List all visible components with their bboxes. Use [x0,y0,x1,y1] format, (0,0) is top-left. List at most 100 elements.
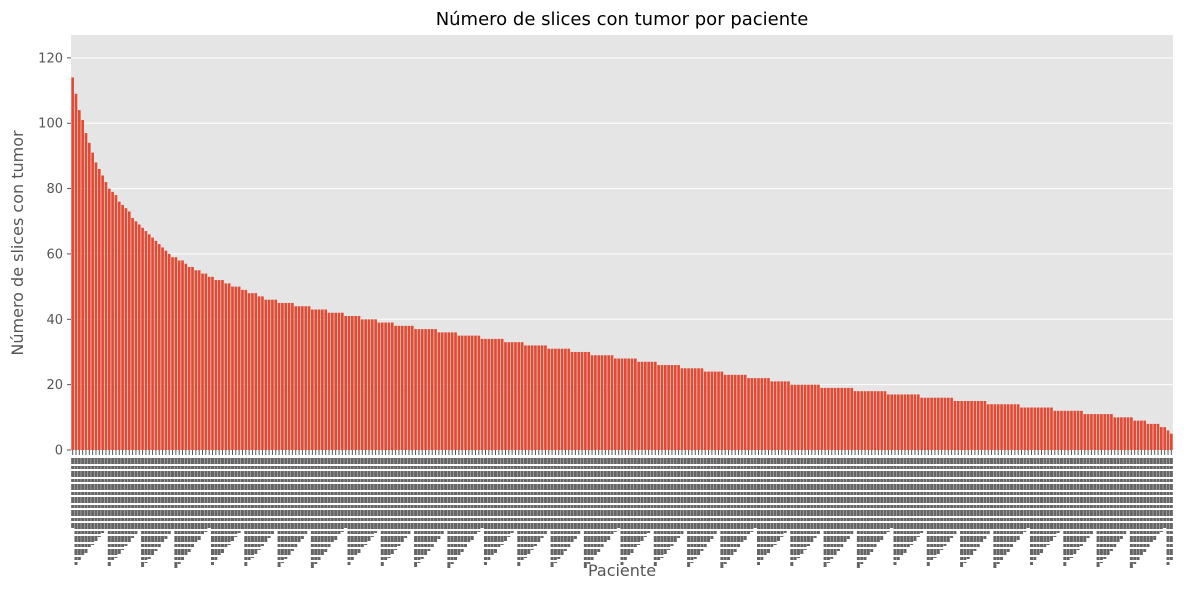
bar [693,368,697,450]
bar [407,325,411,450]
bar [387,322,391,450]
bar [860,391,864,450]
bar [900,394,903,450]
bar [1110,414,1113,450]
bar [1063,410,1067,450]
bar [1130,417,1133,450]
bar [224,283,228,450]
bar [730,374,734,450]
bar [1146,423,1150,450]
bar [437,332,441,450]
bar [444,332,447,450]
bar [257,296,261,450]
bar [807,384,810,450]
bar [297,306,301,450]
bar [364,319,367,450]
bar [827,387,830,450]
bar [557,348,561,450]
y-tick-label: 120 [38,51,63,66]
bar [753,378,757,450]
bar [1153,423,1157,450]
bar [584,351,587,450]
bar [374,319,377,450]
bar [750,378,754,450]
bar [960,400,963,450]
bar [194,270,198,450]
bar [430,329,434,450]
bar [1136,420,1140,450]
bar [74,93,78,450]
bar [1023,407,1027,450]
bar [321,309,324,450]
bar [237,286,241,450]
bar [873,391,877,450]
bar [414,329,417,450]
bar [510,342,514,450]
bar [703,371,707,450]
bar [1156,423,1160,450]
bar [717,371,720,450]
bar [347,316,351,450]
bar [767,378,770,450]
bar [544,345,547,450]
bar [930,397,933,450]
bar [341,312,344,450]
bar [607,355,611,450]
bar [633,358,637,450]
bar [687,368,690,450]
bar [1053,410,1057,450]
bar [504,342,507,450]
bar [1116,417,1120,450]
bar [1123,417,1127,450]
bar [1080,410,1083,450]
bar [397,325,401,450]
bar [184,263,188,450]
bar [843,387,847,450]
bar [614,358,617,450]
bar [877,391,880,450]
bar [890,394,893,450]
x-tick-labels-overlapping [71,458,1173,568]
bar [760,378,764,450]
bar [564,348,567,450]
bar [107,188,111,450]
bar [983,400,987,450]
bar [857,391,860,450]
bar [244,289,248,450]
bar [211,276,214,450]
bar [427,329,431,450]
bar [520,342,524,450]
bar [127,211,131,450]
bar [680,368,684,450]
bar [710,371,714,450]
x-axis-label: Paciente [588,561,656,580]
bar [264,299,268,450]
bar [277,302,281,450]
bar [567,348,571,450]
bar [1160,427,1163,450]
bar [410,325,414,450]
bar [1120,417,1123,450]
bar [1010,404,1013,450]
bar [111,191,114,450]
bar [670,365,674,450]
bar [903,394,907,450]
bar [121,204,124,450]
bar [187,267,191,450]
bar [683,368,687,450]
y-axis-ticks: 0 20 40 60 80 100 120 [38,51,71,459]
y-tick-label: 100 [38,117,63,132]
bars [71,77,1173,451]
bar [577,351,581,450]
bar [707,371,710,450]
bar [966,400,970,450]
bar [174,257,178,450]
bar [291,302,294,450]
bar [480,338,484,450]
bar [467,335,471,450]
bar [201,273,204,450]
bar [460,335,464,450]
bar [524,345,527,450]
bar [487,338,491,450]
bar [1096,414,1100,450]
